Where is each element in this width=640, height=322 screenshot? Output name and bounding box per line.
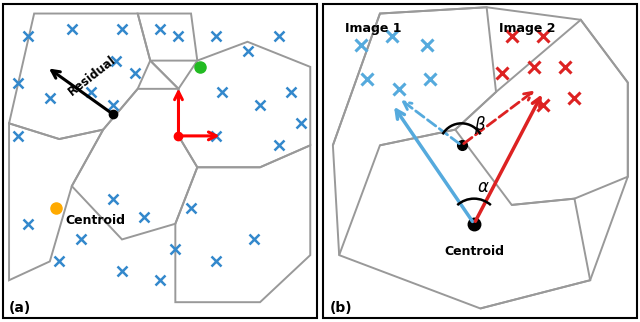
Text: Residual: Residual bbox=[65, 53, 118, 98]
Text: $\alpha$: $\alpha$ bbox=[477, 178, 490, 196]
Text: Image 1: Image 1 bbox=[346, 22, 402, 35]
Text: (a): (a) bbox=[9, 301, 31, 315]
Text: Image 2: Image 2 bbox=[499, 22, 556, 35]
Text: $\beta$: $\beta$ bbox=[474, 114, 486, 136]
Text: (b): (b) bbox=[330, 301, 353, 315]
Text: Centroid: Centroid bbox=[444, 245, 504, 258]
Text: Centroid: Centroid bbox=[65, 214, 125, 227]
